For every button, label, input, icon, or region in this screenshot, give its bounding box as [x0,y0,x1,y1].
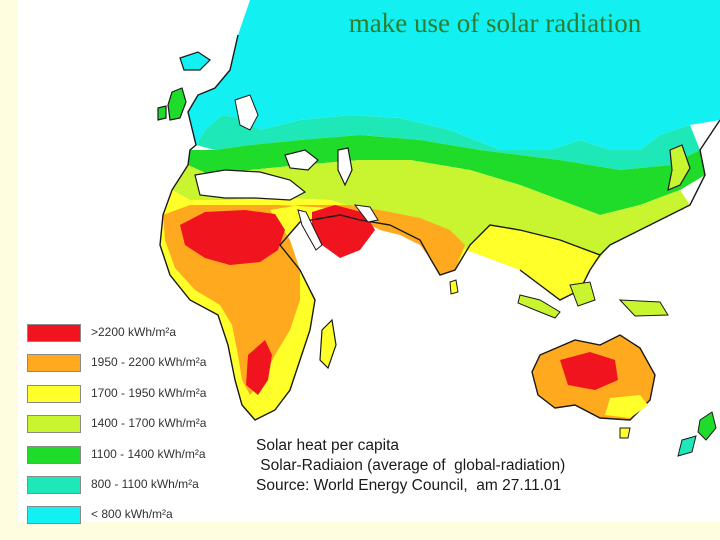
new-guinea-island [618,299,669,317]
uk-island [167,87,187,121]
indonesia-islands [517,294,561,319]
new-zealand-south [677,435,697,457]
australia-red-core [560,352,618,390]
legend-swatch [27,476,81,494]
legend-item: 1950 - 2200 kWh/m²a [27,352,267,378]
legend-item: 1400 - 1700 kWh/m²a [27,413,267,439]
bottom-border-strip [0,522,720,540]
solar-radiation-map [157,0,720,457]
legend-swatch [27,354,81,372]
legend-swatch [27,446,81,464]
legend-item: < 800 kWh/m²a [27,504,267,530]
sri-lanka-island [449,279,459,295]
zone-green [188,135,705,215]
seas [194,94,379,251]
legend-label: >2200 kWh/m²a [91,325,177,339]
caption-line-1: Solar heat per capita [256,437,400,454]
caption: Solar heat per capita Solar-Radiaion (av… [256,436,565,496]
madagascar-island [319,318,337,370]
legend-item: 1700 - 1950 kWh/m²a [27,383,267,409]
slide-title: make use of solar radiation [348,8,642,38]
new-zealand-north [697,411,717,441]
persian-gulf [353,204,379,223]
australia [531,334,717,457]
caspian-sea [337,147,353,187]
coastline-outline [159,34,602,421]
legend-swatch [27,385,81,403]
landmass-eurasia-africa [159,0,720,421]
zone-teal [196,115,700,170]
black-sea [284,149,319,171]
left-border-strip [0,0,18,540]
coastline-east [599,119,720,256]
legend-label: 1400 - 1700 kWh/m²a [91,416,207,430]
islands [157,51,691,370]
australia-yellow-rim [605,395,648,418]
zone-red-south-africa [246,340,272,395]
legend-label: 1100 - 1400 kWh/m²a [91,447,206,461]
legend-item: 1100 - 1400 kWh/m²a [27,444,267,470]
zone-cyan-north [188,0,720,150]
tasmania-island [619,427,631,439]
legend-swatch [27,324,81,342]
japan-island [667,144,691,191]
legend-label: 1700 - 1950 kWh/m²a [91,386,207,400]
red-sea [297,209,323,251]
iceland-island [179,51,211,71]
caption-line-2: Solar-Radiaion (average of global-radiat… [256,457,566,474]
legend-label: < 800 kWh/m²a [91,507,173,521]
legend-label: 1950 - 2200 kWh/m²a [91,355,207,369]
ireland-island [157,105,167,121]
zone-red-sahara [180,210,285,265]
legend-item: 800 - 1100 kWh/m²a [27,474,267,500]
mediterranean-sea [194,169,307,201]
borneo-island [569,281,596,307]
legend-label: 800 - 1100 kWh/m²a [91,477,199,491]
baltic-sea [234,94,259,131]
legend-swatch [27,415,81,433]
legend-swatch [27,506,81,524]
zone-red-arabia [312,205,375,258]
caption-line-3: Source: World Energy Council, am 27.11.0… [256,477,562,494]
legend-item: >2200 kWh/m²a [27,322,267,348]
